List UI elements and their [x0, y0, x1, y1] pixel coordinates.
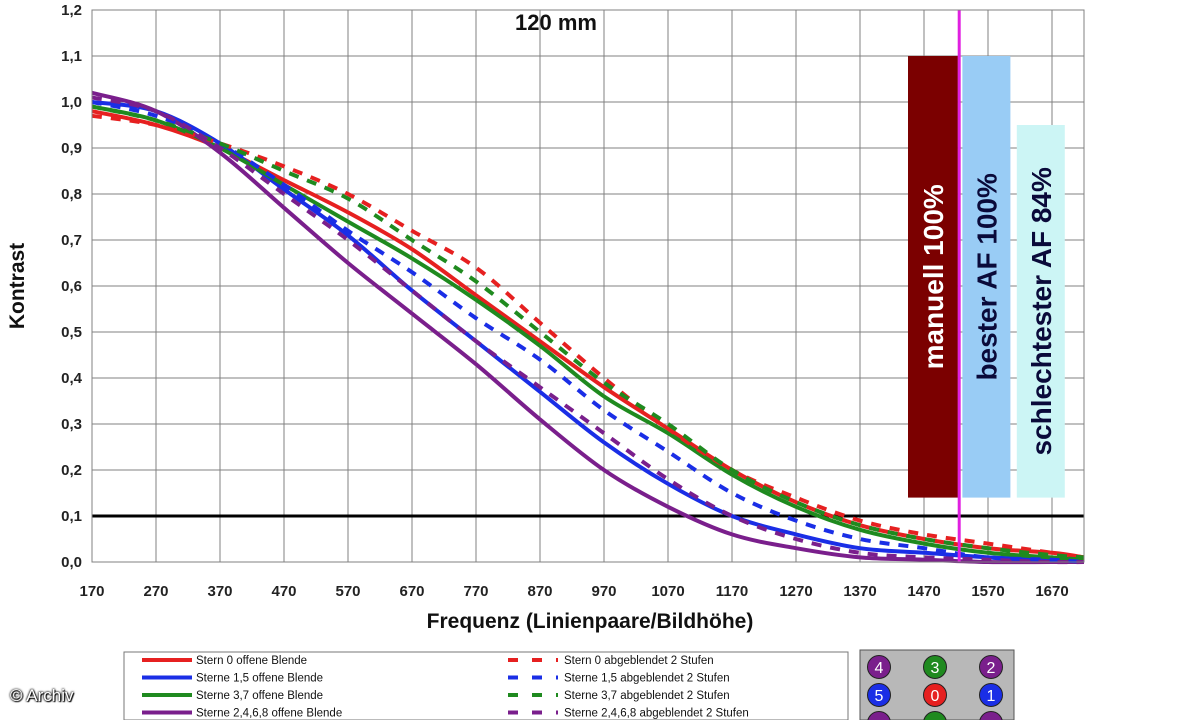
x-tick-label: 870: [527, 583, 552, 600]
star-number: 4: [875, 660, 884, 677]
star-number: 3: [931, 660, 940, 677]
x-tick-label: 1170: [716, 583, 749, 600]
x-tick-label: 1670: [1035, 583, 1068, 600]
x-tick-label: 470: [271, 583, 296, 600]
x-tick-label: 1270: [779, 583, 812, 600]
x-tick-label: 770: [463, 583, 488, 600]
x-tick-label: 370: [207, 583, 232, 600]
y-tick-label: 0,4: [61, 370, 83, 387]
bar-2: [1016, 125, 1065, 498]
x-tick-label: 1370: [843, 583, 876, 600]
legend-label: Sterne 1,5 offene Blende: [196, 673, 323, 685]
plot-frame: [91, 9, 1085, 563]
legend-label: Sterne 2,4,6,8 abgeblendet 2 Stufen: [564, 708, 749, 720]
y-tick-label: 1,0: [61, 94, 82, 111]
legend-label: Sterne 2,4,6,8 offene Blende: [196, 708, 342, 720]
star-circle-partial: [979, 711, 1003, 720]
x-tick-label: 670: [399, 583, 424, 600]
legend-label: Sterne 3,7 abgeblendet 2 Stufen: [564, 690, 730, 702]
star-circle-3: [923, 655, 947, 679]
bar-label: manuell 100%: [918, 184, 949, 369]
x-tick-label: 1470: [907, 583, 940, 600]
star-circle-5: [867, 683, 891, 707]
bar-layer: manuell 100% bester AF 100% schlechtester …: [908, 10, 1065, 562]
series-layer: [91, 90, 1085, 565]
legend-label: Sterne 1,5 abgeblendet 2 Stufen: [564, 673, 730, 685]
y-tick-label: 0,1: [61, 508, 82, 525]
chart-title: 120 mm: [515, 10, 597, 35]
star-circle-partial: [923, 711, 947, 720]
legend-label: Stern 0 abgeblendet 2 Stufen: [564, 655, 714, 667]
y-tick-label: 0,2: [61, 462, 82, 479]
x-tick-label: 270: [143, 583, 168, 600]
y-tick-label: 0,5: [61, 324, 82, 341]
copyright-notice: © Archiv: [10, 686, 74, 705]
bar-label: schlechtester AF 84%: [1026, 167, 1057, 456]
star-number: 5: [875, 688, 884, 705]
star-number: 1: [987, 688, 996, 705]
x-axis-title: Frequenz (Linienpaare/Bildhöhe): [427, 610, 754, 633]
star-circle-0: [923, 683, 947, 707]
star-position-grid: 4 3 2 5 0 1: [859, 649, 1015, 720]
bar-1: [962, 56, 1011, 498]
star-number: 0: [931, 688, 940, 705]
y-tick-label: 0,3: [61, 416, 82, 433]
tick-layer: 0,0 0,1 0,2 0,3 0,4 0,5 0,6 0,7 0,8 0,9 1,0 1,1 1,2 1…: [61, 2, 1069, 600]
legend-label: Sterne 3,7 offene Blende: [196, 690, 323, 702]
star-circle-4: [867, 655, 891, 679]
series-line-6: [91, 104, 1085, 560]
x-tick-label: 170: [79, 583, 104, 600]
x-tick-label: 1570: [971, 583, 1004, 600]
y-tick-label: 1,1: [61, 48, 82, 65]
y-tick-label: 0,6: [61, 278, 82, 295]
y-tick-label: 0,0: [61, 554, 82, 571]
star-circle-2: [979, 655, 1003, 679]
series-line-4: [91, 113, 1085, 560]
star-number: 2: [987, 660, 996, 677]
y-tick-label: 1,2: [61, 2, 82, 19]
bar-0: [908, 56, 958, 498]
x-tick-label: 970: [591, 583, 616, 600]
bar-label: bester AF 100%: [971, 173, 1002, 381]
x-tick-label: 1070: [651, 583, 684, 600]
y-axis-title: Kontrast: [6, 243, 29, 329]
star-circle-1: [979, 683, 1003, 707]
y-tick-label: 0,7: [61, 232, 82, 249]
series-line-2: [91, 104, 1085, 562]
y-tick-label: 0,8: [61, 186, 82, 203]
series-line-7: [91, 95, 1085, 565]
legend-box: [123, 651, 849, 720]
legend-label: Stern 0 offene Blende: [196, 655, 307, 667]
star-circle-partial: [867, 711, 891, 720]
x-tick-label: 570: [335, 583, 360, 600]
legend: Stern 0 offene Blende Sterne 1,5 offene B…: [123, 651, 849, 720]
series-line-3: [91, 90, 1084, 565]
series-line-0: [91, 109, 1085, 560]
y-tick-label: 0,9: [61, 140, 82, 157]
